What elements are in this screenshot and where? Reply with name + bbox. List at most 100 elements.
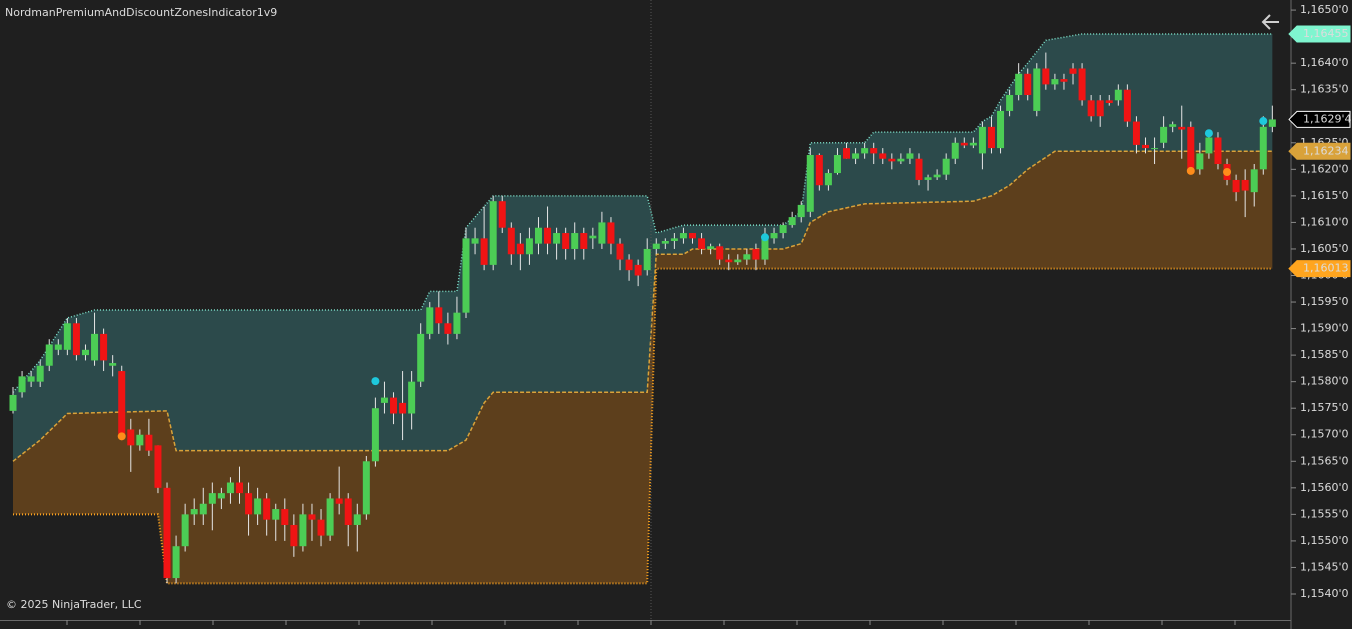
price-marker [1288,110,1351,128]
candle-body [1060,79,1068,82]
candle-body [1241,179,1249,191]
candle-body [589,235,597,239]
candle-body [281,509,289,525]
candle-body [1033,68,1041,111]
candle-body [643,248,651,271]
candle-body [987,126,995,149]
candle-body [598,222,606,244]
candle-body [272,509,280,520]
y-tick-label: 1,1605'0 [1300,242,1349,255]
candle-body [652,243,660,249]
candle-body [435,307,443,324]
candle-body [1132,121,1140,145]
candle-body [716,246,724,260]
candle-body [199,503,207,515]
candle-body [1205,137,1213,154]
y-tick-label: 1,1540'0 [1300,587,1349,600]
candle-body [1160,126,1168,143]
candle-body [335,498,343,504]
candle-body [390,397,398,414]
premium-zone [13,33,1273,462]
copyright: © 2025 NinjaTrader, LLC [6,598,142,611]
candle-body [290,524,298,547]
candle-body [399,402,407,414]
y-tick-label: 1,1595'0 [1300,295,1349,308]
y-tick-label: 1,1555'0 [1300,507,1349,520]
back-arrow-icon[interactable] [1261,14,1279,30]
candle-body [806,155,814,212]
candle-body [1015,73,1023,96]
candle-body [553,233,561,244]
candle-body [843,148,851,159]
y-tick-label: 1,1565'0 [1300,454,1349,467]
candle-body [507,227,515,255]
candle-body [815,155,823,186]
candle-body [924,177,932,180]
candle-body [1096,100,1104,117]
candle-body [544,227,552,244]
candle-body [217,493,225,499]
candle-body [1123,89,1131,122]
candle-body [562,233,570,249]
candle-body [824,173,832,186]
candle-body [670,238,678,241]
y-tick-label: 1,1620'0 [1300,162,1349,175]
candle-body [118,371,126,435]
candle-body [254,498,262,515]
candle-body [100,333,108,361]
y-tick-label: 1,1650'0 [1300,3,1349,16]
candle-body [1006,95,1014,111]
candle-body [951,142,959,159]
price-marker-label: 1,16234 [1303,144,1349,157]
signal-dot [1186,166,1195,175]
candle-body [1169,124,1177,127]
candle-body [127,429,135,446]
y-tick-label: 1,1575'0 [1300,401,1349,414]
candle-body [45,344,53,366]
candle-body [408,381,416,414]
candle-body [580,233,588,249]
candle-body [1214,137,1222,165]
candle-body [498,201,506,228]
candle-body [426,307,434,334]
candle-body [788,217,796,226]
candle-body [698,238,706,249]
candle-body [625,259,633,271]
candle-body [236,482,243,494]
candle-body [616,243,624,260]
candle-body [897,158,905,162]
candle-body [91,333,99,361]
y-tick-label: 1,1635'0 [1300,83,1349,96]
candle-body [770,233,778,239]
price-marker-label: 1,16013 [1303,262,1349,275]
candle-body [245,493,253,515]
candle-body [734,259,742,263]
candle-body [371,408,379,462]
candle-body [9,394,17,411]
candle-body [380,397,388,403]
y-tick-label: 1,1580'0 [1300,375,1349,388]
signal-dot [371,377,380,386]
candle-body [779,225,787,234]
candle-body [689,233,696,239]
equilibrium-line [12,150,1273,462]
candle-body [489,201,497,265]
candle-body [761,238,769,260]
candle-body [516,243,524,255]
candle-body [743,254,751,260]
candle-body [63,323,71,350]
candle-body [960,142,968,146]
candle-body [906,153,914,159]
candle-body [54,344,62,350]
y-tick-label: 1,1570'0 [1300,428,1349,441]
price-marker-label: 1,1629'4 [1303,112,1352,125]
candle-body [888,158,896,162]
candle-body [1178,126,1186,130]
candle-body [1087,100,1095,117]
candle-body [172,546,180,579]
signal-dot [117,432,126,441]
candle-body [1078,68,1086,101]
premium-top-line [12,33,1273,393]
candle-body [1051,79,1059,85]
